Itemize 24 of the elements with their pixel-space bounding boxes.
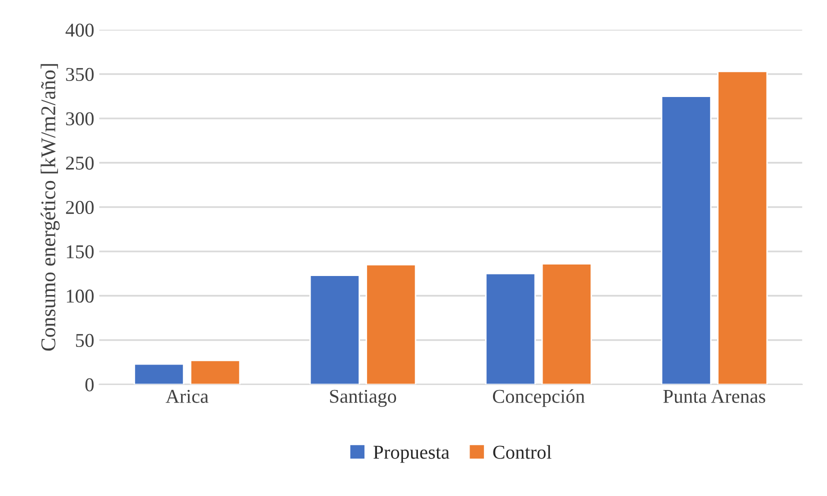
y-tick-label: 250 bbox=[66, 156, 94, 170]
y-tick-label: 100 bbox=[66, 290, 94, 303]
x-tick-label: Punta Arenas bbox=[663, 390, 766, 403]
bar bbox=[717, 70, 768, 384]
y-tick-label: 400 bbox=[66, 24, 94, 37]
bar bbox=[134, 363, 184, 384]
y-tick-label: 0 bbox=[85, 378, 94, 392]
bar bbox=[485, 272, 536, 384]
y-tick-label: 150 bbox=[66, 245, 94, 258]
y-tick-label: 350 bbox=[66, 68, 94, 82]
bar bbox=[660, 96, 712, 384]
bar bbox=[366, 264, 416, 384]
y-axis-title: Consumo energético [kW/m2/año] bbox=[40, 64, 60, 351]
y-tick-label: 300 bbox=[66, 112, 94, 126]
x-tick-label: Concepción bbox=[492, 389, 585, 407]
legend-label: Propuesta bbox=[374, 446, 450, 463]
bar bbox=[541, 263, 592, 384]
legend-label: Control bbox=[493, 445, 552, 459]
y-tick-label: 200 bbox=[66, 200, 94, 214]
x-tick-label: Santiago bbox=[330, 390, 396, 407]
y-tick-label: 50 bbox=[76, 334, 94, 348]
x-tick-label: Arica bbox=[166, 390, 208, 403]
bar bbox=[190, 360, 241, 384]
bar bbox=[309, 274, 360, 384]
